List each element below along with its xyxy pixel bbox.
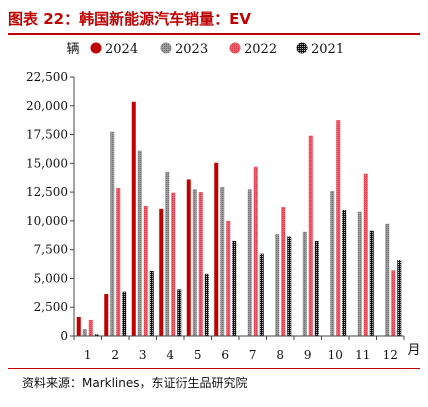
bar-2022-month-11 [363,173,368,336]
x-tick-label: 4 [166,348,174,362]
y-tick-label: 15,000 [26,156,68,170]
bar-2022-month-3 [143,205,148,336]
bar-2024-month-4 [159,208,164,336]
x-tick-label: 7 [249,348,257,362]
bar-2023-month-11 [357,211,362,336]
legend-marker-2023 [160,42,172,54]
bar-2022-month-1 [88,319,93,336]
x-tick-label: 8 [276,348,284,362]
y-tick-label: 0 [60,329,68,343]
title-rule [8,33,420,35]
bar-2021-month-9 [314,241,319,336]
bar-2022-month-7 [253,166,258,336]
source-rule [8,368,420,369]
y-axis-unit-label: 辆 [66,42,79,57]
y-tick-label: 12,500 [26,185,68,199]
x-tick-label: 11 [355,348,370,362]
bar-2023-month-10 [330,190,335,336]
bar-2021-month-5 [204,273,209,336]
bar-2022-month-10 [336,120,341,337]
bar-2021-month-12 [397,260,402,336]
x-tick-label: 9 [304,348,312,362]
bar-2023-month-2 [110,131,115,336]
bar-2024-month-2 [104,293,109,336]
bar-2023-month-5 [192,189,197,336]
bar-2021-month-8 [287,236,292,336]
bar-2023-month-8 [275,234,280,336]
bar-2024-month-1 [76,317,81,336]
bar-2021-month-6 [232,241,237,336]
bar-2022-month-4 [171,192,176,336]
bar-2021-month-4 [177,289,182,336]
bar-2022-month-6 [226,220,231,336]
y-tick-label: 5,000 [34,271,68,285]
bar-2022-month-8 [281,207,286,336]
legend-marker-2022 [229,42,241,54]
x-axis-unit-label: 月 [407,343,420,358]
bar-2021-month-10 [342,209,347,336]
bar-2022-month-12 [391,270,396,336]
legend-label-2023: 2023 [175,42,208,57]
legend-label-2022: 2022 [244,42,277,57]
bar-2023-month-1 [82,329,87,336]
legend-marker-2024 [90,42,102,54]
bar-2024-month-3 [131,101,136,336]
bar-2022-month-9 [308,135,313,336]
legend-label-2024: 2024 [105,42,138,57]
x-tick-label: 1 [84,348,92,362]
y-tick-label: 22,500 [26,70,68,84]
bar-2021-month-11 [369,230,374,336]
x-tick-label: 3 [139,348,147,362]
y-axis: 0 2,500 5,000 7,500 10,000 12,500 15,000 17,500… [26,70,75,343]
source-note: 资料来源：Marklines，东证衍生品研究院 [22,376,248,390]
y-tick-label: 10,000 [26,214,68,228]
ev-sales-chart: 辆 2024 2023 2022 2021 0 2,500 5,000 7,500 10,00… [26,42,421,362]
bar-2024-month-5 [186,179,191,336]
bar-2022-month-2 [116,188,121,336]
x-tick-label: 6 [221,348,229,362]
bar-2023-month-6 [220,186,225,336]
bar-2024-month-6 [214,162,219,336]
figure-title: 图表 22：韩国新能源汽车销量：EV [8,10,251,28]
bar-2023-month-7 [247,189,252,336]
x-axis: 月 1 2 3 4 5 6 7 8 9 10 11 12 [73,335,421,362]
bar-2023-month-4 [165,171,170,336]
legend: 辆 2024 2023 2022 2021 [66,42,344,57]
legend-label-2021: 2021 [311,42,344,57]
bar-2021-month-2 [122,291,127,336]
y-tick-label: 20,000 [26,99,68,113]
bar-2022-month-5 [198,192,203,336]
y-tick-label: 2,500 [34,300,68,314]
bar-2021-month-7 [259,253,264,336]
x-tick-label: 12 [383,348,398,362]
bars [76,101,402,337]
x-tick-label: 10 [328,348,343,362]
bar-2021-month-1 [94,334,99,336]
bar-2023-month-9 [302,231,307,336]
y-tick-label: 7,500 [34,243,68,257]
bar-2021-month-3 [149,270,154,336]
bar-2023-month-12 [385,223,390,336]
y-tick-label: 17,500 [26,128,68,142]
legend-marker-2021 [296,42,308,54]
bar-2023-month-3 [137,150,142,336]
x-tick-label: 5 [194,348,202,362]
x-tick-label: 2 [111,348,119,362]
